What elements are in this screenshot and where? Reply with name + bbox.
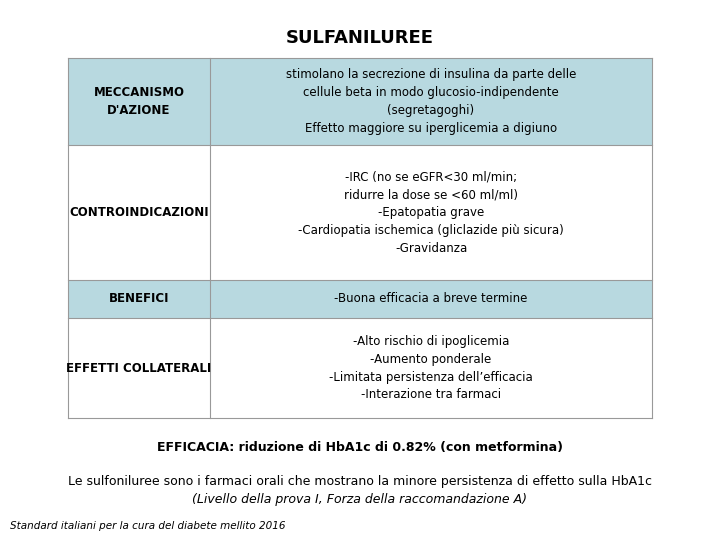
- Text: EFFICACIA: riduzione di HbA1c di 0.82% (con metformina): EFFICACIA: riduzione di HbA1c di 0.82% (…: [157, 442, 563, 455]
- Bar: [68, 318, 652, 418]
- Text: (Livello della prova I, Forza della raccomandazione A): (Livello della prova I, Forza della racc…: [192, 494, 528, 507]
- Bar: [68, 280, 652, 318]
- Text: -Buona efficacia a breve termine: -Buona efficacia a breve termine: [334, 293, 528, 306]
- Text: MECCANISMO
D'AZIONE: MECCANISMO D'AZIONE: [94, 86, 184, 117]
- Bar: [68, 145, 652, 280]
- Text: SULFANILUREE: SULFANILUREE: [286, 29, 434, 47]
- Text: EFFETTI COLLATERALI: EFFETTI COLLATERALI: [66, 361, 212, 375]
- Text: -IRC (no se eGFR<30 ml/min;
ridurre la dose se <60 ml/ml)
-Epatopatia grave
-Car: -IRC (no se eGFR<30 ml/min; ridurre la d…: [298, 170, 564, 255]
- Text: CONTROINDICAZIONI: CONTROINDICAZIONI: [69, 206, 209, 219]
- Text: Le sulfoniluree sono i farmaci orali che mostrano la minore persistenza di effet: Le sulfoniluree sono i farmaci orali che…: [68, 476, 652, 489]
- Text: Standard italiani per la cura del diabete mellito 2016: Standard italiani per la cura del diabet…: [10, 521, 286, 531]
- Text: -Alto rischio di ipoglicemia
-Aumento ponderale
-Limitata persistenza dell’effic: -Alto rischio di ipoglicemia -Aumento po…: [329, 334, 533, 402]
- Text: stimolano la secrezione di insulina da parte delle
cellule beta in modo glucosio: stimolano la secrezione di insulina da p…: [286, 68, 576, 135]
- Text: BENEFICI: BENEFICI: [109, 293, 169, 306]
- Bar: [68, 58, 652, 145]
